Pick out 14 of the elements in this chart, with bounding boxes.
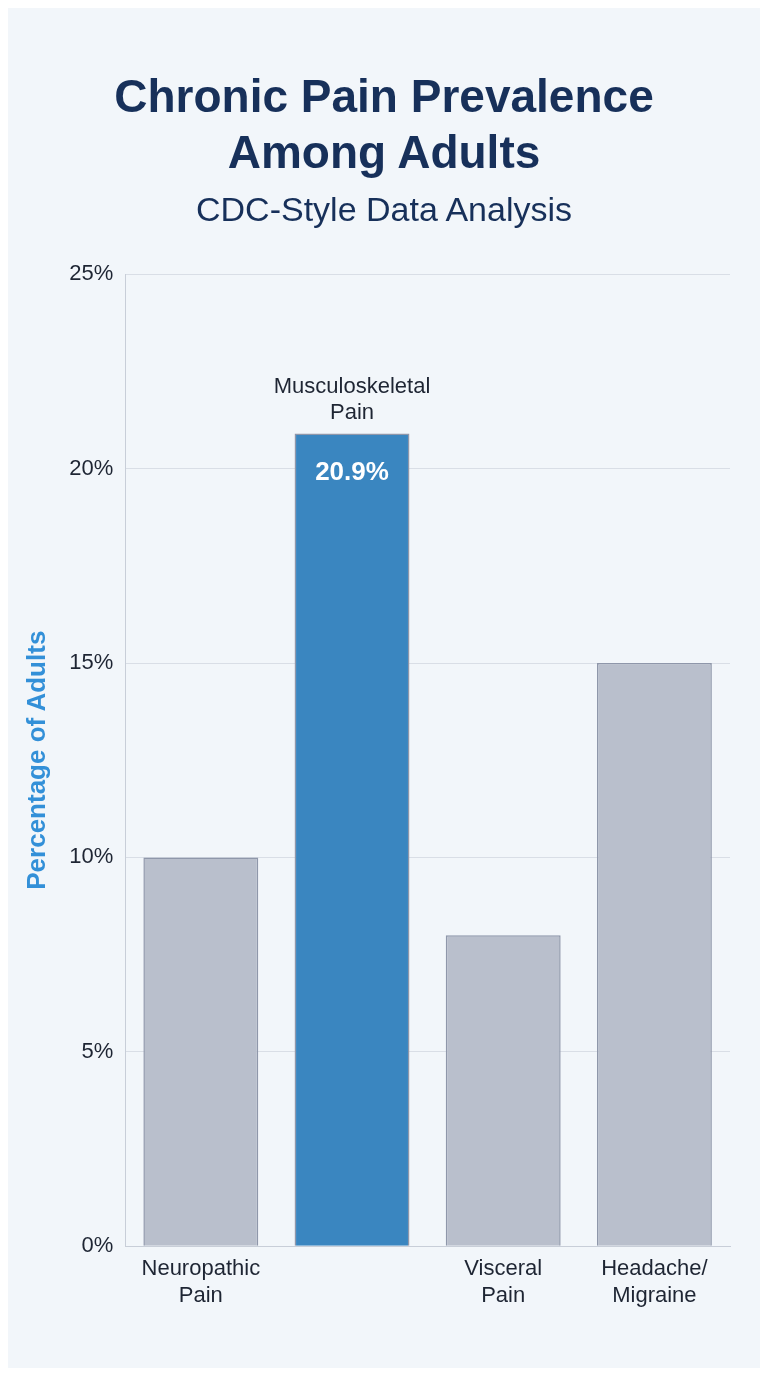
y-tick-label: 5% [81,1037,114,1063]
y-tick-label: 10% [69,843,114,869]
y-tick-label: 20% [69,454,114,480]
y-tick-label: 25% [69,260,114,286]
x-tick-label: Musculoskeletal Pain [273,372,431,424]
y-tick-label: 0% [81,1232,114,1258]
x-tick-label: Headache/ Migraine [601,1255,709,1307]
x-tick-label: Visceral Pain [464,1255,543,1307]
y-tick-label: 15% [69,649,114,675]
chart-title: Chronic Pain Prevalence Among Adults [113,69,655,180]
x-tick-label: Neuropathic Pain [141,1255,261,1307]
data-label: 20.9% [315,455,389,486]
y-axis-title: Percentage of Adults [20,630,51,890]
chart-subtitle: CDC-Style Data Analysis [195,190,573,229]
